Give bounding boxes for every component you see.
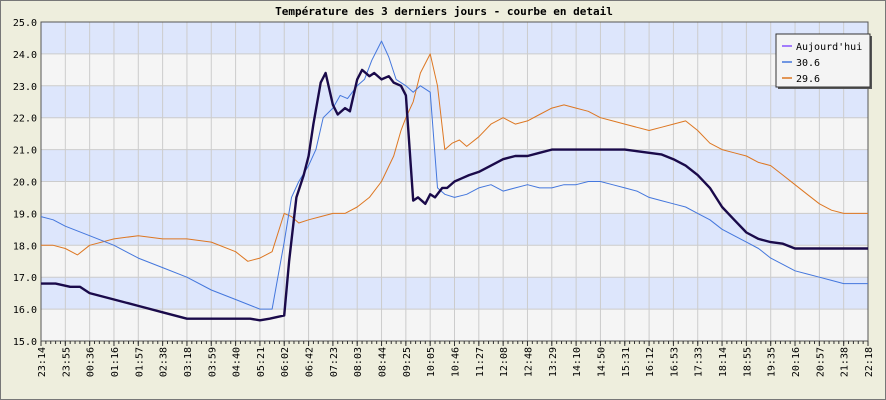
x-tick-label: 03:59 [207,347,218,377]
x-axis: 23:14 23:55 00:36 01:16 01:57 02:38 03:18 03:59… [37,341,875,377]
x-tick-label: 06:42 [305,347,316,377]
x-tick-label: 09:25 [402,347,413,377]
x-tick-label: 23:14 [37,347,48,377]
y-tick-label: 15.0 [13,337,37,348]
y-tick-label: 17.0 [13,273,37,284]
y-tick-label: 21.0 [13,146,37,157]
y-tick-label: 23.0 [13,82,37,93]
x-tick-label: 16:12 [645,347,656,377]
y-tick-label: 24.0 [13,50,37,61]
legend-label: Aujourd'hui [796,42,862,53]
x-tick-label: 06:02 [280,347,291,377]
x-tick-label: 21:38 [840,347,851,377]
series-line-1 [40,40,868,310]
x-tick-label: 18:55 [742,347,753,377]
legend: Aujourd'hui 30.6 29.6 [775,33,872,89]
x-tick-label: 11:27 [475,347,486,377]
x-tick-label: 10:05 [426,347,437,377]
y-tick-label: 16.0 [13,305,37,316]
x-tick-label: 19:35 [767,347,778,377]
x-tick-label: 00:36 [86,347,97,377]
y-tick-label: 18.0 [13,241,37,252]
legend-label: 29.6 [796,74,820,85]
x-tick-label: 16:53 [669,347,680,377]
x-tick-label: 13:29 [548,347,559,377]
x-tick-label: 08:03 [353,347,364,377]
x-tick-label: 22:18 [864,347,875,377]
x-tick-label: 08:44 [378,347,389,377]
x-tick-label: 04:40 [232,347,243,377]
x-tick-label: 07:23 [329,347,340,377]
y-tick-label: 25.0 [13,18,37,29]
series-lines [40,40,868,322]
series-line-2 [41,53,868,262]
x-tick-label: 10:46 [451,347,462,377]
x-tick-label: 01:57 [134,347,145,377]
x-tick-label: 05:21 [256,347,267,377]
x-tick-label: 03:18 [183,347,194,377]
legend-label: 30.6 [796,58,820,69]
x-tick-label: 02:38 [159,347,170,377]
x-tick-label: 01:16 [110,347,121,377]
y-axis: 15.0 16.0 17.0 18.0 19.0 20.0 21.0 22.0 23.0 24.0… [13,18,37,348]
grid-lines [40,21,869,342]
x-tick-label: 14:50 [596,347,607,377]
y-tick-label: 19.0 [13,209,37,220]
x-tick-label: 20:57 [815,347,826,377]
y-tick-label: 20.0 [13,178,37,189]
x-tick-label: 23:55 [61,347,72,377]
x-tick-label: 17:33 [694,347,705,377]
x-tick-label: 14:10 [572,347,583,377]
x-tick-label: 20:16 [791,347,802,377]
x-tick-label: 12:48 [523,347,534,377]
x-tick-label: 15:31 [621,347,632,377]
y-tick-label: 22.0 [13,114,37,125]
x-tick-label: 18:14 [718,347,729,377]
series-line-0 [41,68,868,322]
x-tick-label: 12:08 [499,347,510,377]
chart-title: Température des 3 derniers jours - courb… [275,5,613,18]
